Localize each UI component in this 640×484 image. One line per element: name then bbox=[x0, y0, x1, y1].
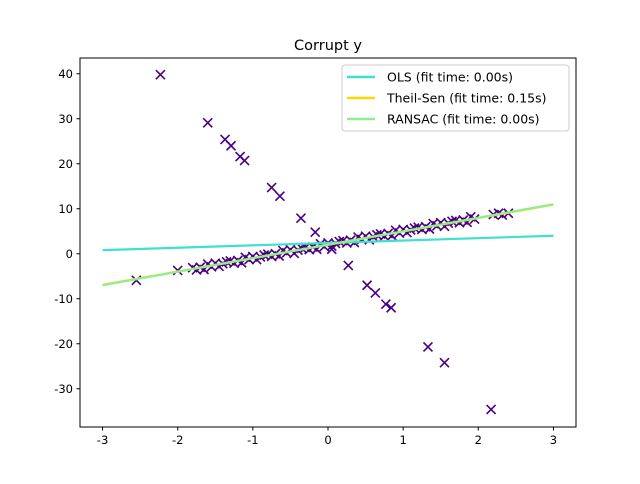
data-point bbox=[362, 280, 373, 291]
legend-label-0: OLS (fit time: 0.00s) bbox=[387, 70, 513, 85]
y-tick-label: -30 bbox=[54, 382, 73, 396]
y-tick-label: -20 bbox=[54, 337, 73, 351]
data-point bbox=[239, 155, 250, 166]
legend-label-2: RANSAC (fit time: 0.00s) bbox=[387, 112, 540, 127]
x-tick-label: -2 bbox=[172, 433, 183, 447]
legend-box bbox=[341, 64, 570, 132]
data-point bbox=[422, 341, 434, 352]
x-tick-label: 1 bbox=[399, 433, 406, 447]
y-axis: -30 -20 -10 0 10 20 30 40 bbox=[54, 67, 80, 396]
x-tick-label: 0 bbox=[324, 433, 331, 447]
data-point bbox=[326, 244, 337, 255]
data-point bbox=[370, 287, 381, 298]
y-tick-label: 40 bbox=[58, 67, 73, 81]
data-point bbox=[486, 404, 497, 415]
data-point bbox=[225, 140, 237, 151]
x-tick-label: 2 bbox=[475, 433, 482, 447]
legend-label-1: Theil-Sen (fit time: 0.15s) bbox=[386, 91, 547, 106]
data-point bbox=[439, 357, 450, 368]
y-tick-label: -10 bbox=[54, 292, 73, 306]
x-axis: -3 -2 -1 0 1 2 3 bbox=[97, 427, 557, 447]
legend: OLS (fit time: 0.00s) Theil-Sen (fit time… bbox=[341, 64, 570, 132]
x-tick-label: -3 bbox=[97, 433, 108, 447]
data-point bbox=[343, 260, 354, 271]
data-point bbox=[274, 191, 285, 202]
data-point bbox=[155, 69, 166, 80]
y-tick-label: 10 bbox=[58, 202, 73, 216]
chart-title: Corrupt y bbox=[294, 38, 362, 54]
data-point bbox=[310, 227, 321, 238]
data-point bbox=[386, 302, 397, 313]
y-tick-label: 30 bbox=[58, 112, 73, 126]
data-point bbox=[380, 299, 391, 310]
data-point bbox=[295, 213, 307, 224]
x-tick-label: -1 bbox=[247, 433, 258, 447]
y-tick-label: 20 bbox=[58, 157, 73, 171]
fit-line-2 bbox=[102, 203, 554, 287]
y-tick-label: 0 bbox=[66, 247, 73, 261]
x-tick-label: 3 bbox=[550, 433, 557, 447]
fit-line-0 bbox=[102, 234, 554, 252]
data-point bbox=[202, 117, 213, 128]
data-point bbox=[266, 182, 277, 193]
plot-area bbox=[102, 69, 554, 415]
